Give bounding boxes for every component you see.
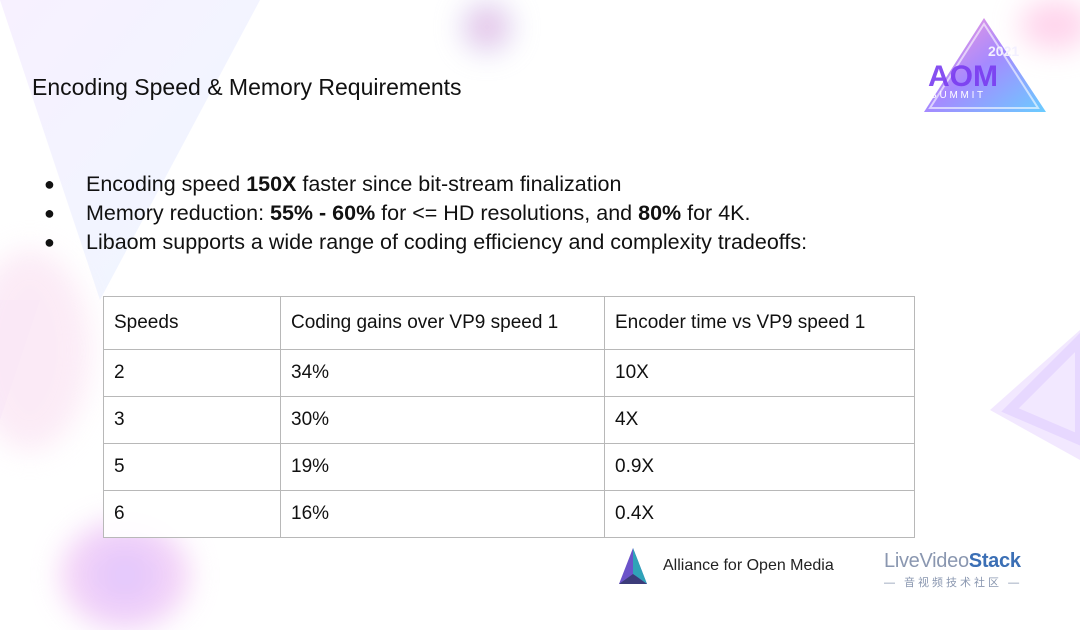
header-speeds: Speeds (103, 296, 281, 350)
bullet-item: ● Memory reduction: 55% - 60% for <= HD … (40, 199, 807, 228)
bg-blob-top (462, 2, 512, 52)
footer-aom-label: Alliance for Open Media (663, 557, 834, 574)
cell-gain: 30% (280, 396, 605, 444)
aom-summit-logo: 2021 AOM S U M M I T (924, 18, 1046, 112)
bg-blob-left (0, 250, 90, 450)
cell-speed: 2 (103, 349, 281, 397)
logo-year: 2021 (988, 43, 1019, 59)
cell-time: 0.4X (604, 490, 915, 538)
cell-gain: 34% (280, 349, 605, 397)
cell-speed: 5 (103, 443, 281, 491)
header-encoder-time: Encoder time vs VP9 speed 1 (604, 296, 915, 350)
table-row: 3 30% 4X (103, 396, 915, 444)
cell-speed: 3 (103, 396, 281, 444)
table-header-row: Speeds Coding gains over VP9 speed 1 Enc… (103, 296, 915, 350)
slide-title: Encoding Speed & Memory Requirements (32, 74, 462, 100)
logo-summit: S U M M I T (930, 90, 983, 101)
bullet-item: ● Libaom supports a wide range of coding… (40, 228, 807, 257)
header-coding-gains: Coding gains over VP9 speed 1 (280, 296, 605, 350)
cell-gain: 19% (280, 443, 605, 491)
bullet-list: ● Encoding speed 150X faster since bit-s… (40, 170, 807, 257)
lvs-bold-text: Stack (968, 550, 1021, 572)
bullet-dot: ● (44, 232, 55, 252)
bg-blob-top-right (1020, 0, 1080, 50)
lvs-thin-text: LiveVideo (884, 550, 969, 572)
footer-aom: Alliance for Open Media (617, 546, 834, 586)
logo-wordmark: AOM (928, 60, 998, 93)
cell-time: 0.9X (604, 443, 915, 491)
table-row: 2 34% 10X (103, 349, 915, 397)
bullet-dot: ● (44, 174, 55, 194)
livevideostack-logo: LiveVideoStack — 音视频技术社区 — (884, 550, 1054, 590)
bullet-item: ● Encoding speed 150X faster since bit-s… (40, 170, 807, 199)
table-row: 5 19% 0.9X (103, 443, 915, 491)
lvs-subtitle: — 音视频技术社区 — (884, 577, 1023, 589)
cell-gain: 16% (280, 490, 605, 538)
cell-time: 4X (604, 396, 915, 444)
cell-speed: 6 (103, 490, 281, 538)
speed-table: Speeds Coding gains over VP9 speed 1 Enc… (103, 296, 915, 538)
cell-time: 10X (604, 349, 915, 397)
aom-triangle-icon (619, 548, 647, 584)
bullet-dot: ● (44, 203, 55, 223)
table-row: 6 16% 0.4X (103, 490, 915, 538)
